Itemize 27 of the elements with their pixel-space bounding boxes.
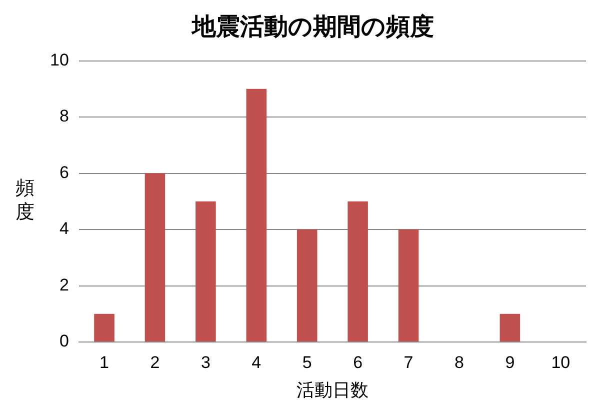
bar [398,230,419,342]
y-axis-title: 頻度 [14,176,36,224]
bar [246,88,267,342]
x-tick-label: 7 [404,352,414,372]
y-tick-label: 4 [59,219,69,238]
y-tick-label: 8 [59,106,69,126]
x-tick-label: 3 [200,352,210,372]
x-tick-label: 2 [150,352,160,372]
x-tick-label: 9 [505,352,515,372]
bar [348,201,368,342]
x-tick-label: 4 [252,352,262,372]
bar [296,230,318,342]
x-tick-label: 6 [353,352,363,372]
y-tick-label: 0 [59,332,69,351]
x-tick-label: 10 [551,352,570,372]
chart-title: 地震活動の期間の頻度 [191,12,434,41]
bar [196,201,216,342]
x-axis-title: 活動日数 [296,380,368,400]
x-tick-label: 5 [302,352,312,372]
bar [500,314,520,342]
x-tick-label: 8 [454,352,464,372]
y-tick-label: 10 [50,50,69,70]
bar [94,314,114,342]
x-tick-label: 1 [100,352,109,372]
bar [144,173,166,342]
y-tick-label: 2 [59,275,69,294]
y-tick-label: 6 [59,162,69,182]
